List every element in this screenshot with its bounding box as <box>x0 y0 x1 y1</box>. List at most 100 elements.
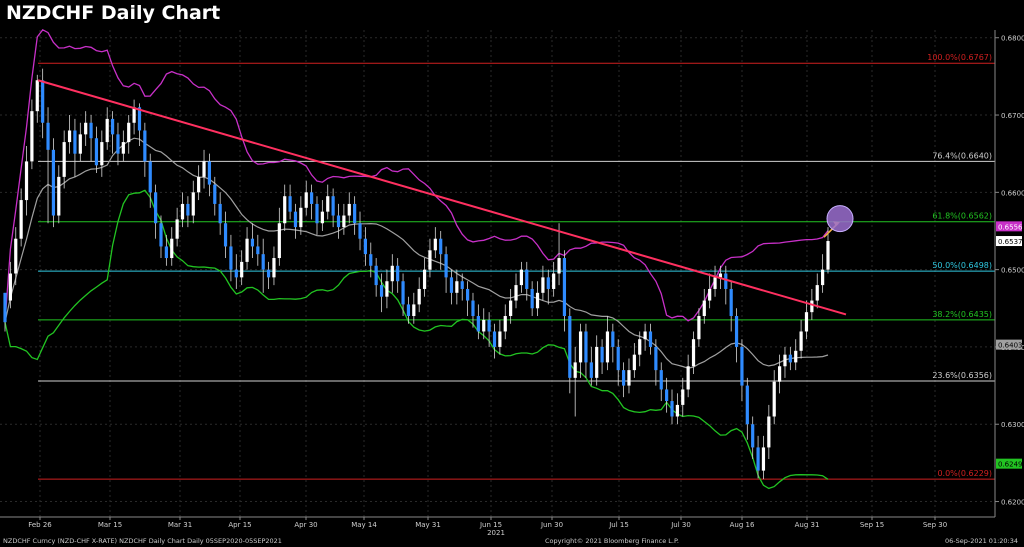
candle-body <box>223 223 228 247</box>
candle-body <box>406 304 411 317</box>
fib-level-label: 100.0%(0.6767) <box>927 53 992 62</box>
x-tick-label: May 14 <box>351 521 377 529</box>
candle-body <box>234 269 238 278</box>
candle-body <box>137 107 142 131</box>
candle-body <box>589 362 593 378</box>
candle-body <box>466 288 470 301</box>
candle-body <box>390 265 394 282</box>
x-tick-label: Jul 15 <box>608 521 629 529</box>
candle-body <box>299 207 303 228</box>
fib-level-label: 0.0%(0.6229) <box>937 469 992 478</box>
candle-body <box>578 331 583 363</box>
candle-body <box>8 273 12 301</box>
fibonacci-levels: 100.0%(0.6767) 76.4%(0.6640) 61.8%(0.6562)… <box>38 53 995 480</box>
price-tag-label: 0.6537 <box>998 238 1023 246</box>
candle-body <box>654 346 658 371</box>
candle-body <box>14 238 18 274</box>
candle-body <box>600 346 604 363</box>
candle-body <box>713 277 717 289</box>
candle-body <box>127 122 131 143</box>
candle-body <box>369 254 373 266</box>
candle-body <box>729 288 733 317</box>
candle-body <box>616 346 620 371</box>
candle-body <box>740 346 744 386</box>
candle-body <box>170 238 174 259</box>
candle-body <box>595 346 599 378</box>
y-tick-label: 0.6200 <box>1001 499 1024 507</box>
candle-body <box>35 80 39 112</box>
x-tick-label: Sep 15 <box>860 521 884 529</box>
candle-body <box>240 261 244 278</box>
candle-body <box>401 281 405 305</box>
candle-body <box>213 184 217 204</box>
candle-body <box>197 176 201 193</box>
trendline <box>37 79 847 316</box>
candle-body <box>250 238 255 247</box>
grid <box>0 30 995 517</box>
candle-body <box>293 211 298 228</box>
candle-body <box>396 265 400 282</box>
candle-body <box>57 176 61 216</box>
lower-band-line <box>4 189 829 490</box>
y-tick-label: 0.6700 <box>1001 112 1024 120</box>
candle-body <box>353 203 357 224</box>
middle-band-line <box>4 137 829 369</box>
y-tick-label: 0.6500 <box>1001 267 1024 275</box>
candle-body <box>379 285 384 297</box>
candle-body <box>374 265 378 286</box>
candle-body <box>283 196 287 224</box>
axes: 0.62000.63000.64000.65000.66000.67000.68… <box>0 30 1024 537</box>
candle-body <box>794 350 798 363</box>
x-tick-label: Mar 15 <box>98 521 122 529</box>
candle-body <box>525 269 529 289</box>
candle-body <box>632 354 636 371</box>
candle-body <box>482 319 486 332</box>
candle-body <box>19 200 23 239</box>
footer-timestamp: 06-Sep-2021 01:20:34 <box>944 537 1018 545</box>
x-tick-label: Aug 31 <box>795 521 820 529</box>
candle-body <box>670 401 674 417</box>
candle-body <box>492 331 497 347</box>
candle-body <box>826 241 830 270</box>
price-tag-bg <box>996 221 1022 232</box>
candle-body <box>207 161 212 185</box>
candle-body <box>148 161 152 193</box>
candle-body <box>444 254 448 278</box>
candle-body <box>691 339 696 367</box>
candle-body <box>67 130 72 143</box>
candle-body <box>261 254 265 270</box>
candle-body <box>449 277 454 293</box>
candle-body <box>767 416 771 448</box>
candle-body <box>186 203 190 216</box>
footer-copyright: Copyright© 2021 Bloomberg Finance L.P. <box>545 537 679 545</box>
candle-body <box>756 447 760 471</box>
candle-body <box>245 238 249 262</box>
candle-body <box>584 331 588 363</box>
x-tick-label: Jul 30 <box>670 521 691 529</box>
candle-body <box>659 370 663 390</box>
fib-level-label: 23.6%(0.6356) <box>932 371 992 380</box>
candle-body <box>519 269 523 286</box>
candle-body <box>761 447 766 471</box>
candle-body <box>686 366 690 390</box>
candle-body <box>509 300 513 317</box>
candle-body <box>535 292 540 309</box>
candle-body <box>143 130 147 162</box>
candle-body <box>751 424 755 448</box>
candle-body <box>552 273 556 289</box>
candle-body <box>154 192 158 224</box>
candle-body <box>62 142 66 177</box>
candle-body <box>439 238 443 255</box>
x-tick-label: Jun 15 <box>479 521 502 529</box>
candle-body <box>105 118 109 143</box>
candle-body <box>422 269 427 289</box>
candles <box>3 68 830 480</box>
candle-body <box>288 196 292 212</box>
x-tick-label: Jun 30 <box>540 521 563 529</box>
candle-body <box>772 381 776 417</box>
candle-body <box>734 316 739 347</box>
x-year-label: 2021 <box>487 529 505 537</box>
candle-body <box>304 192 308 208</box>
candle-body <box>347 203 351 216</box>
y-tick-label: 0.6600 <box>1001 189 1024 197</box>
